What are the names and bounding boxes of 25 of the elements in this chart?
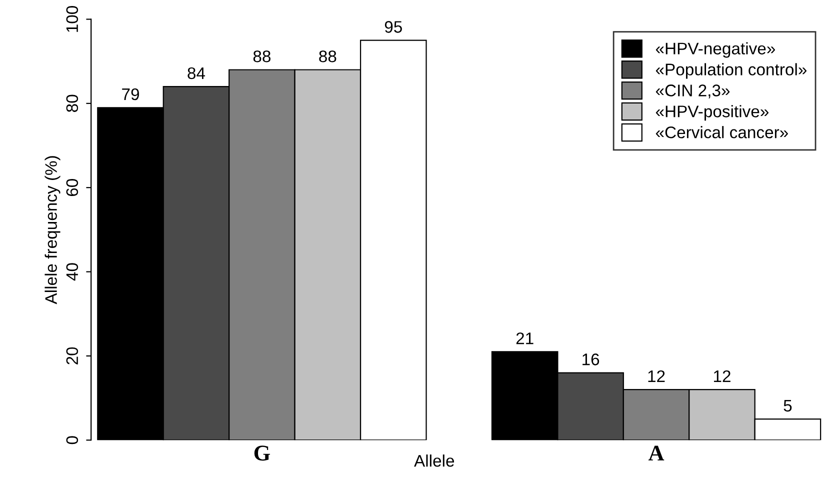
y-tick-label: 80 [66,94,78,112]
x-tick-label: G [254,446,270,461]
data-label: 12 [648,370,665,382]
data-label: 88 [253,50,270,62]
data-label: 12 [714,370,730,382]
y-tick-label: 100 [66,6,78,32]
y-tick-label: 40 [66,263,78,281]
legend-label: «HPV-positive» [656,105,769,121]
legend-label: «Population control» [656,63,807,79]
y-tick-label: 20 [66,347,78,364]
data-label: 88 [319,50,336,62]
x-tick-label: A [648,446,664,460]
data-label: 95 [384,21,402,33]
legend-label: «HPV-negative» [656,42,776,58]
legend-label: «Cervical cancer» [656,126,788,138]
x-axis-title: Allele [414,454,454,467]
data-label: 21 [516,332,534,344]
data-label: 84 [188,67,206,80]
data-label: 5 [784,400,792,412]
legend-label: «CIN 2,3» [656,84,730,98]
y-axis-title: Allele frequency (%) [44,156,60,304]
data-label: 16 [582,354,600,366]
y-tick-label: 60 [66,178,78,196]
data-label: 79 [122,88,139,100]
y-tick-label: 0 [66,436,78,444]
